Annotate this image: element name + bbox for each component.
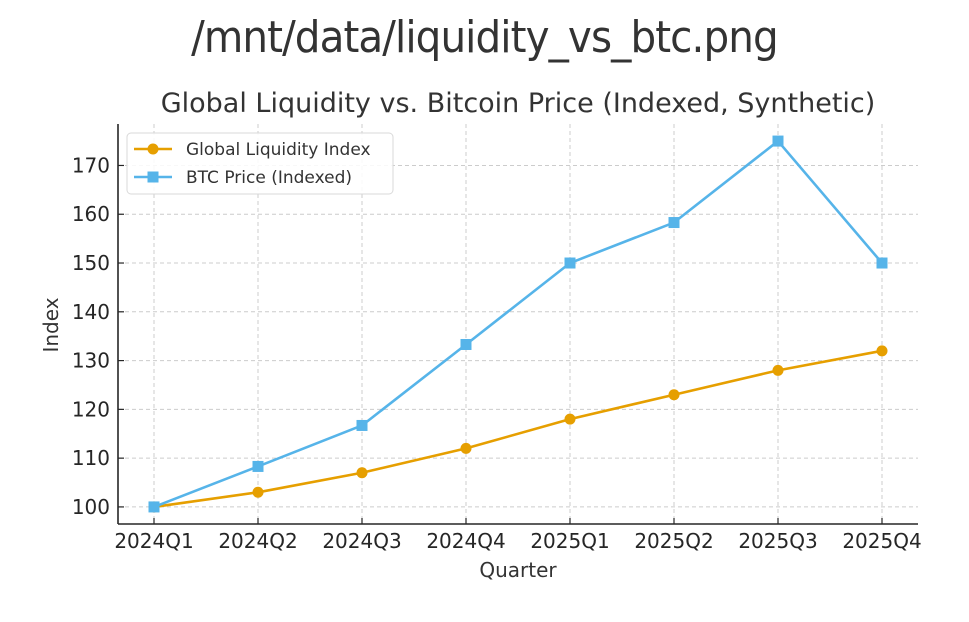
y-tick-label: 160 (72, 202, 110, 226)
data-point-circle (668, 389, 680, 401)
data-point-square (252, 460, 264, 472)
x-tick-label: 2025Q2 (634, 529, 713, 553)
series-line (153, 139, 883, 509)
y-tick-label: 100 (72, 495, 110, 519)
x-tick-label: 2025Q4 (842, 529, 921, 553)
data-point-square (772, 135, 784, 147)
data-point-square (356, 419, 368, 431)
data-point-circle (252, 486, 264, 498)
legend: Global Liquidity Index BTC Price (Indexed… (126, 132, 394, 195)
data-point-square (460, 338, 472, 350)
x-tick-label: 2024Q1 (114, 529, 193, 553)
legend-marker-circle (147, 143, 159, 155)
series-line (153, 349, 883, 509)
data-point-circle (460, 442, 472, 454)
legend-item: BTC Price (Indexed) (134, 168, 352, 188)
data-point-circle (876, 345, 888, 357)
y-tick-label: 170 (72, 153, 110, 177)
data-point-square (148, 501, 160, 513)
y-tick-label: 120 (72, 397, 110, 421)
data-point-circle (772, 364, 784, 376)
data-point-square (564, 257, 576, 269)
y-tick-label: 140 (72, 300, 110, 324)
x-tick-label: 2024Q2 (218, 529, 297, 553)
figure-filename-title: /mnt/data/liquidity_vs_btc.png (191, 12, 779, 63)
legend-label: Global Liquidity Index (186, 140, 371, 160)
x-tick-label: 2024Q4 (426, 529, 505, 553)
series-layer (148, 135, 888, 513)
legend-marker-square (147, 171, 159, 183)
x-tick-label: 2025Q3 (738, 529, 817, 553)
chart-title: Global Liquidity vs. Bitcoin Price (Inde… (161, 88, 876, 119)
series-global-liquidity-index (148, 345, 888, 513)
x-axis-label: Quarter (479, 558, 557, 582)
axes: 2024Q1 2024Q2 2024Q3 2024Q4 2025Q1 2025Q2 2025… (72, 124, 922, 553)
y-tick-label: 150 (72, 251, 110, 275)
data-point-square (668, 217, 680, 229)
y-axis-label: Index (39, 297, 63, 352)
data-point-circle (564, 413, 576, 425)
x-tick-label: 2024Q3 (322, 529, 401, 553)
legend-box (126, 132, 394, 195)
y-tick-label: 110 (72, 446, 110, 470)
x-tick-label: 2025Q1 (530, 529, 609, 553)
y-tick-label: 130 (72, 349, 110, 373)
legend-label: BTC Price (Indexed) (186, 168, 352, 188)
data-point-square (876, 257, 888, 269)
legend-item: Global Liquidity Index (134, 140, 371, 160)
data-point-circle (356, 467, 368, 479)
series-btc-price-indexed (148, 135, 888, 513)
